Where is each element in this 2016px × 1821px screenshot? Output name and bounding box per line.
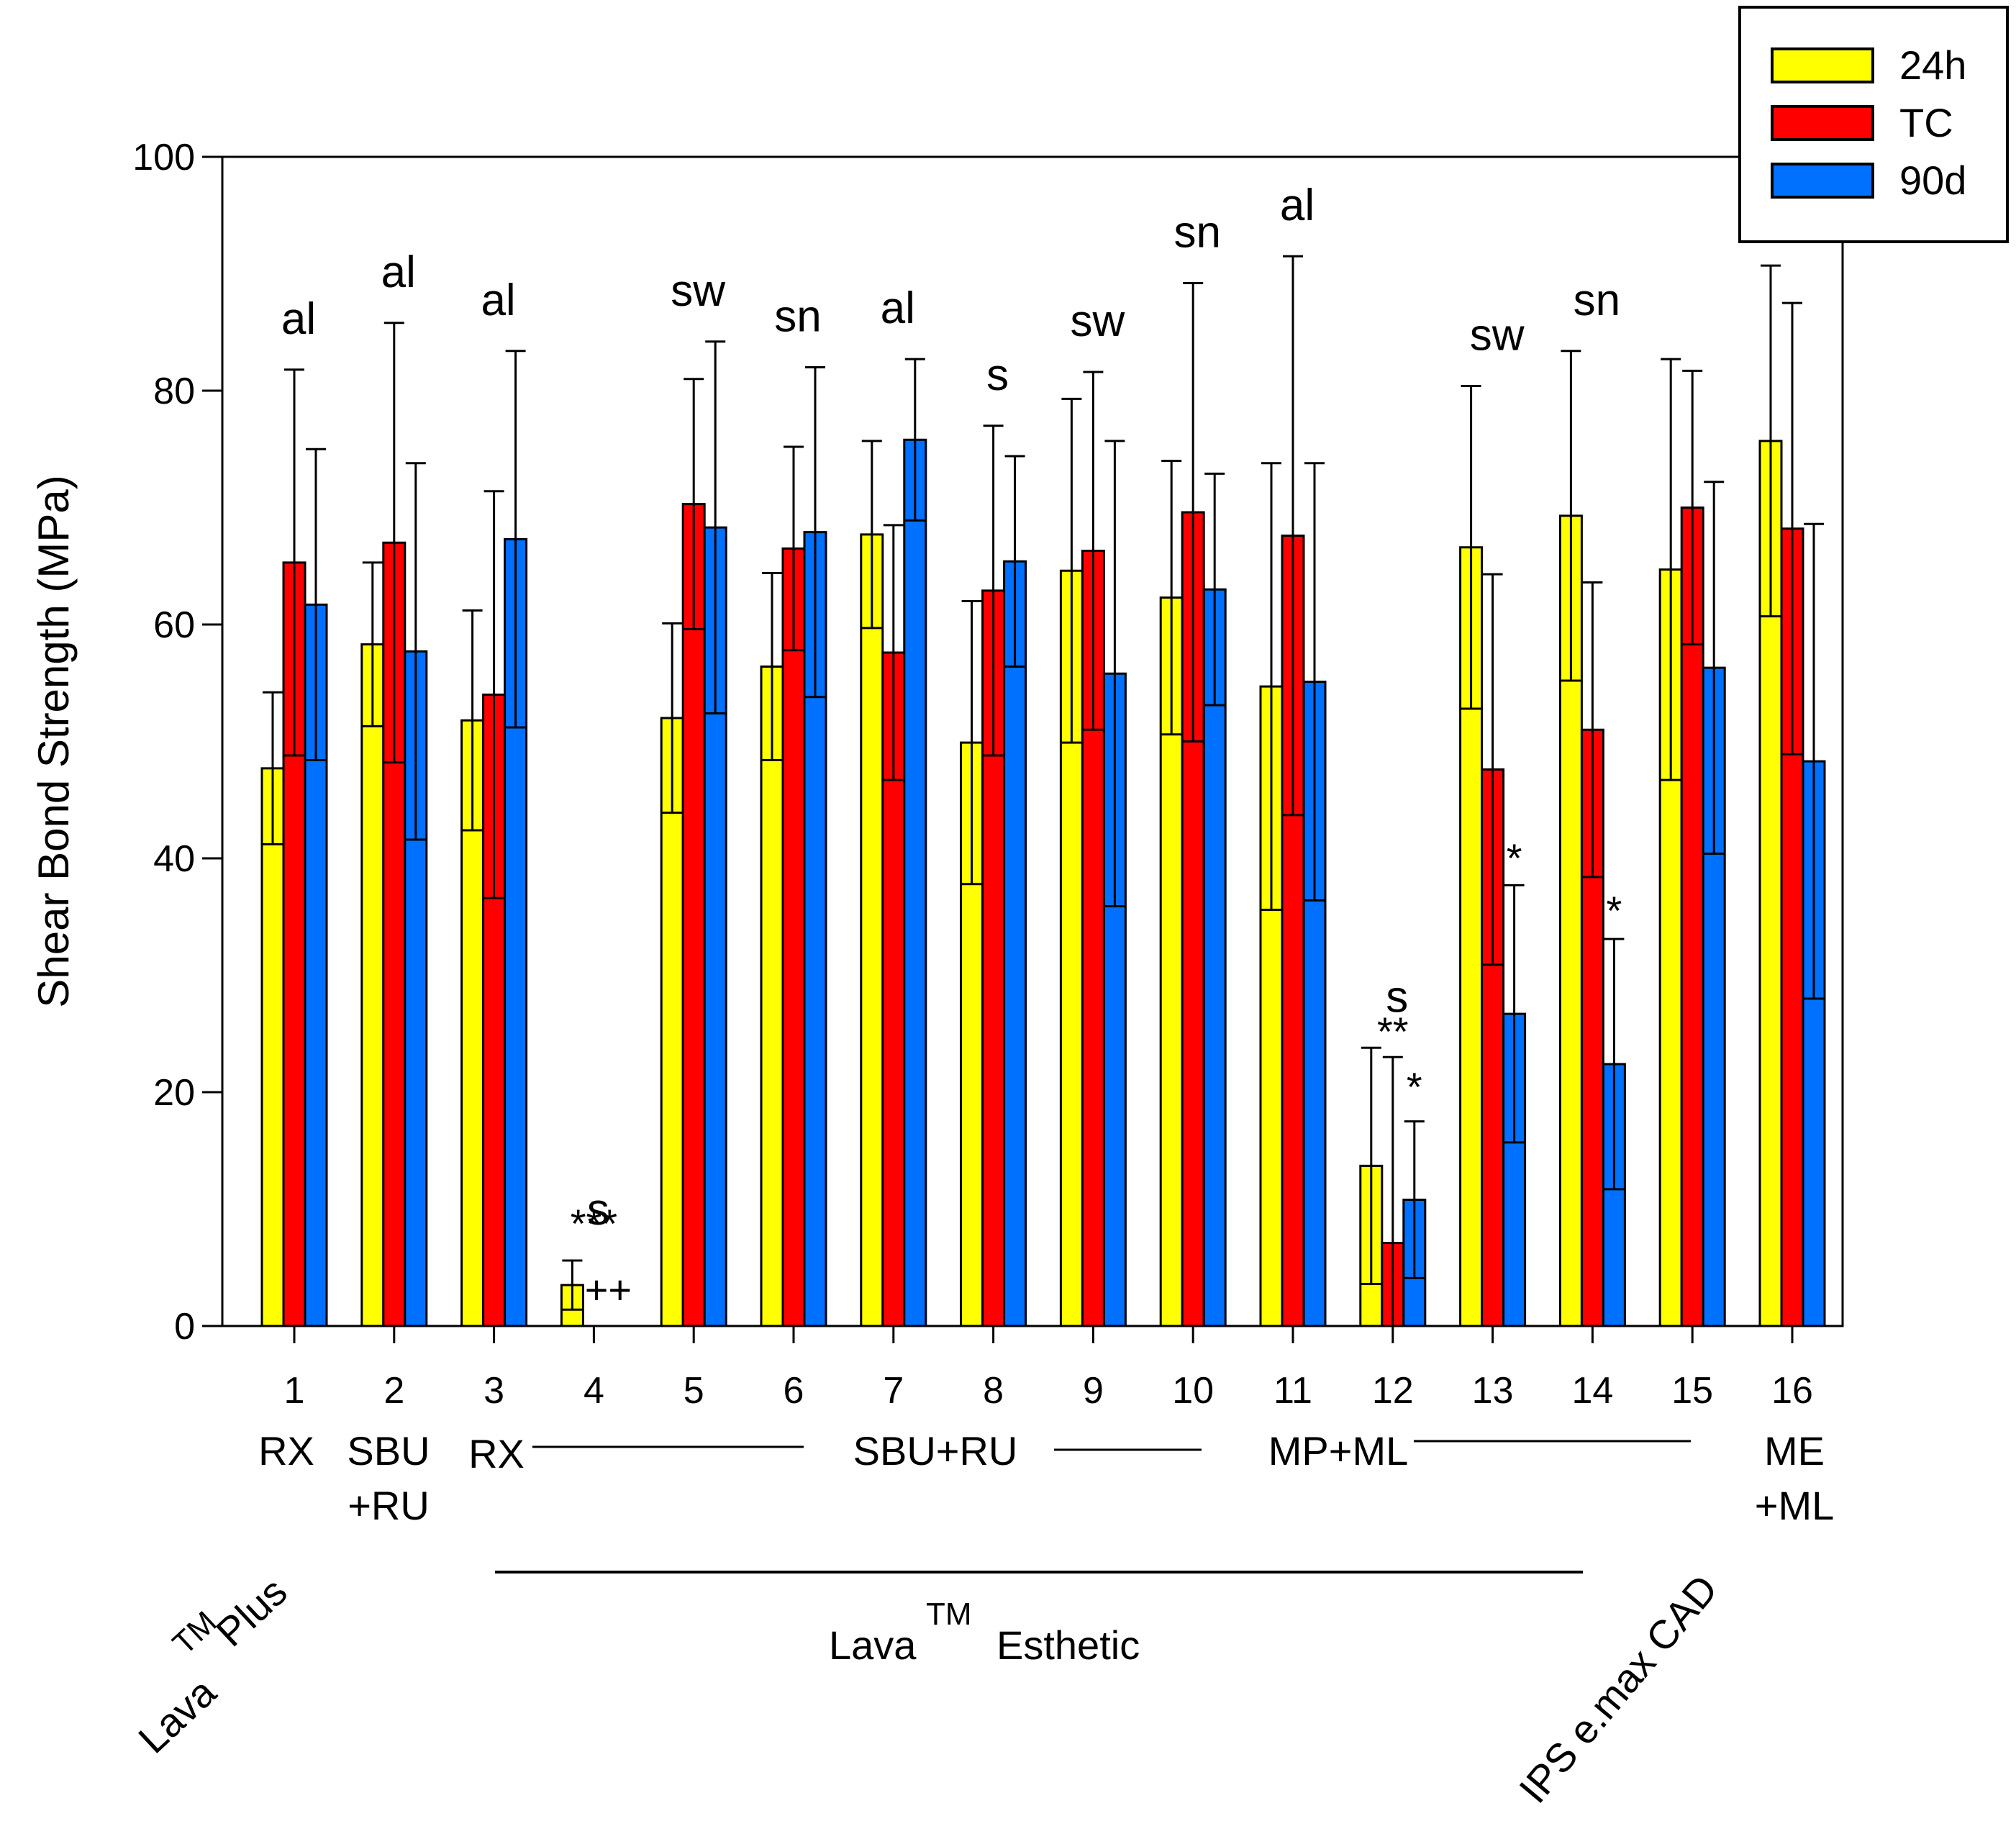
significance-label: sn xyxy=(1574,276,1620,325)
x-tick-label: 4 xyxy=(584,1370,604,1412)
x-tick-label: 1 xyxy=(284,1370,305,1412)
legend-swatch-90d xyxy=(1771,163,1874,199)
significance-label: sw xyxy=(671,266,725,316)
y-tick-label: 40 xyxy=(153,838,195,880)
significance-label: s xyxy=(587,1185,609,1235)
x-tick-label: 14 xyxy=(1571,1370,1613,1412)
annotation-star-group-14: * xyxy=(1607,888,1622,933)
significance-label: s xyxy=(986,350,1009,400)
x-tick-label: 6 xyxy=(784,1370,804,1412)
group-label-sbu: SBU xyxy=(347,1428,430,1473)
annotation-stars-group-12: ** xyxy=(1377,1009,1409,1054)
x-tick-label: 10 xyxy=(1172,1370,1214,1412)
x-tick-label: 3 xyxy=(483,1370,504,1412)
annotation-stars-group-4: *** xyxy=(571,1201,617,1246)
group-label-rx-esthetic: RX xyxy=(468,1431,525,1476)
x-tick-label: 13 xyxy=(1472,1370,1514,1412)
significance-label: sn xyxy=(1173,208,1220,258)
x-tick-label: 2 xyxy=(383,1370,404,1412)
x-tick-label: 5 xyxy=(684,1370,704,1412)
material-lava-plus-sup: TM xyxy=(166,1604,224,1661)
x-tick-label: 12 xyxy=(1372,1370,1414,1412)
y-tick-label: 80 xyxy=(153,371,195,412)
x-tick-label: 15 xyxy=(1671,1370,1713,1412)
group-label-me: ME xyxy=(1764,1428,1825,1473)
bar-24h-group-1 xyxy=(260,767,285,1327)
significance-label: al xyxy=(1280,181,1315,230)
bar-90d-group-7 xyxy=(903,438,927,1327)
significance-label: al xyxy=(481,276,515,325)
x-tick-label: 7 xyxy=(883,1370,904,1412)
group-label-sbu-ru: SBU+RU xyxy=(853,1428,1018,1473)
plot-frame xyxy=(221,155,1844,1327)
bar-24h-group-2 xyxy=(360,643,385,1327)
significance-label: al xyxy=(881,283,915,333)
material-lava-esthetic-main: Lava xyxy=(829,1622,917,1668)
legend-label-90d: 90d xyxy=(1899,158,1966,203)
y-tick-label: 0 xyxy=(174,1306,195,1348)
material-ips-emax-cad: IPS e.max CAD xyxy=(1510,1566,1726,1812)
material-lava-plus-rest: Plus xyxy=(207,1568,296,1655)
bar-24h-group-6 xyxy=(760,666,784,1327)
group-label-mp-ml: MP+ML xyxy=(1268,1428,1409,1473)
legend-label-TC: TC xyxy=(1899,100,1953,145)
annotation-star-group-13: * xyxy=(1507,835,1522,881)
significance-label: al xyxy=(381,248,416,297)
legend-swatch-TC xyxy=(1771,105,1874,141)
significance-label: sw xyxy=(1470,311,1525,360)
material-lava-plus-main: Lava xyxy=(130,1668,224,1761)
legend-swatch-24h xyxy=(1771,47,1874,83)
bar-TC-group-6 xyxy=(781,547,806,1327)
x-tick-label: 16 xyxy=(1771,1370,1813,1412)
x-tick-label: 11 xyxy=(1273,1370,1312,1412)
significance-label: sn xyxy=(774,292,821,342)
y-tick-label: 60 xyxy=(153,604,195,646)
material-lava-esthetic-rest: Esthetic xyxy=(996,1622,1140,1668)
bar-90d-group-10 xyxy=(1202,588,1227,1327)
group-label-ml: +ML xyxy=(1755,1483,1835,1528)
significance-label: s xyxy=(1386,972,1408,1022)
y-axis-title: Shear Bond Strength (MPa) xyxy=(29,475,78,1007)
y-tick-label: 100 xyxy=(132,137,195,178)
legend-label-24h: 24h xyxy=(1899,42,1966,88)
bar-24h-group-7 xyxy=(860,533,884,1327)
material-lava-esthetic-sup: TM xyxy=(926,1597,972,1632)
y-tick-label: 20 xyxy=(153,1072,195,1114)
annotation-star-group-12: * xyxy=(1407,1064,1422,1109)
annotation-cross-group-4: ++ xyxy=(585,1267,632,1312)
significance-label: al xyxy=(281,294,316,344)
bar-90d-group-8 xyxy=(1003,560,1027,1327)
significance-label: sw xyxy=(1071,296,1125,346)
group-label-rx: RX xyxy=(258,1428,314,1473)
group-label-ru: +RU xyxy=(348,1483,430,1528)
x-tick-label: 8 xyxy=(983,1370,1004,1412)
x-tick-label: 9 xyxy=(1083,1370,1104,1412)
